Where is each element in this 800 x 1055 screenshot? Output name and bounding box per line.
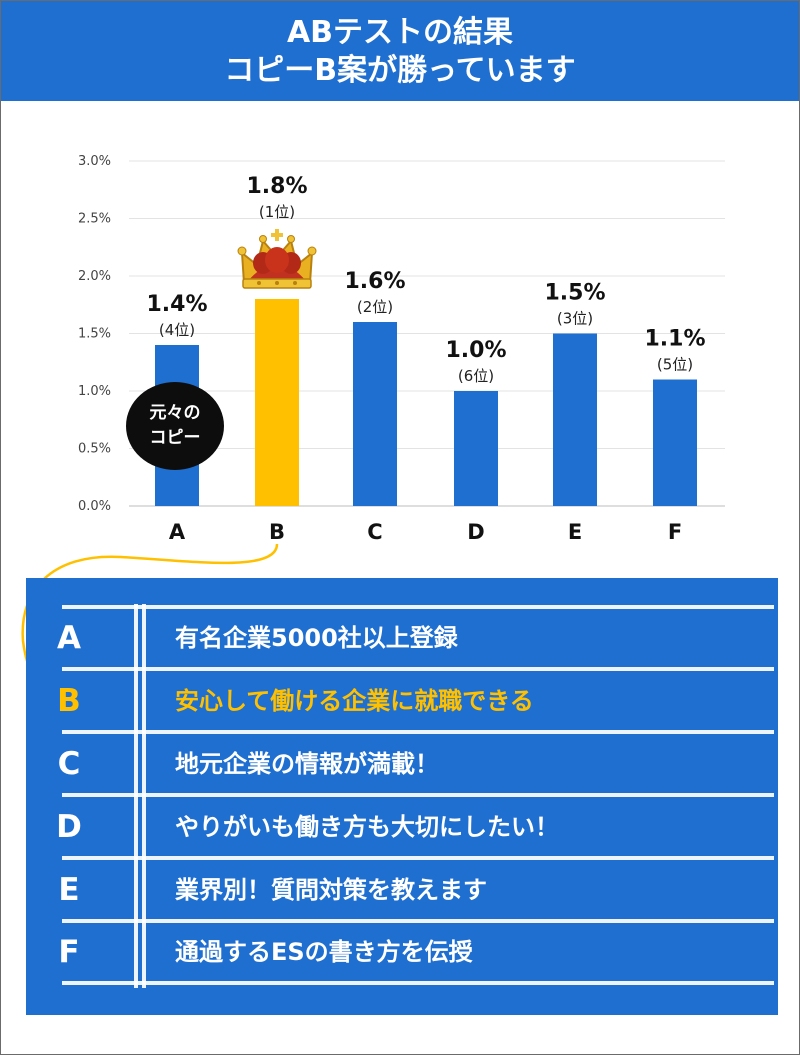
original-copy-badge: 元々の コピー bbox=[126, 382, 224, 470]
bar-C bbox=[353, 322, 397, 506]
rank-label: (6位) bbox=[458, 367, 494, 385]
copy-letter-D: D bbox=[56, 808, 82, 845]
title-banner: ABテストの結果 コピーB案が勝っています bbox=[1, 1, 799, 101]
row-divider bbox=[62, 667, 774, 671]
rank-label: (2位) bbox=[357, 298, 393, 316]
row-divider bbox=[62, 919, 774, 923]
copy-letter-C: C bbox=[57, 745, 81, 782]
title-line-1: ABテストの結果 bbox=[286, 15, 514, 50]
x-tick-label: A bbox=[169, 520, 186, 544]
badge-line-2: コピー bbox=[149, 428, 201, 448]
bar-E bbox=[553, 333, 597, 506]
bar-B bbox=[255, 299, 299, 506]
copy-text-C: 地元企業の情報が満載！ bbox=[175, 749, 439, 778]
value-label: 1.1% bbox=[644, 327, 705, 352]
y-tick-label: 3.0% bbox=[78, 154, 111, 169]
copy-letter-A: A bbox=[57, 620, 81, 656]
copy-letter-F: F bbox=[58, 934, 80, 970]
x-tick-label: D bbox=[467, 520, 484, 544]
badge-line-1: 元々の bbox=[149, 403, 201, 423]
row-divider bbox=[62, 981, 774, 985]
copy-text-B: 安心して働ける企業に就職できる bbox=[175, 686, 534, 715]
copy-letter-B: B bbox=[57, 682, 81, 719]
row-divider bbox=[62, 793, 774, 797]
rank-label: (1位) bbox=[259, 203, 295, 221]
y-tick-label: 2.0% bbox=[78, 269, 111, 284]
x-tick-label: E bbox=[568, 520, 582, 544]
y-tick-label: 1.0% bbox=[78, 384, 111, 399]
chart-labels: 0.0% 0.5% 1.0% 1.5% 2.0% 2.5% 3.0% A 1.4% (4位) B 1.… bbox=[78, 154, 706, 544]
value-label: 1.6% bbox=[344, 269, 405, 294]
chart-grid bbox=[129, 160, 725, 507]
x-tick-label: C bbox=[367, 520, 382, 544]
row-divider bbox=[62, 730, 774, 734]
copy-text-A: 有名企業5000社以上登録 bbox=[175, 624, 458, 652]
x-tick-label: B bbox=[269, 520, 285, 544]
y-tick-label: 2.5% bbox=[78, 212, 111, 227]
row-divider bbox=[62, 856, 774, 860]
bar-F bbox=[653, 379, 697, 506]
value-label: 1.4% bbox=[146, 292, 207, 317]
copy-text-F: 通過するESの書き方を伝授 bbox=[175, 938, 473, 966]
bar-D bbox=[454, 391, 498, 506]
y-tick-label: 1.5% bbox=[78, 327, 111, 342]
chart-bars bbox=[155, 299, 697, 506]
crown-icon bbox=[237, 229, 317, 289]
y-tick-label: 0.0% bbox=[78, 499, 111, 514]
value-label: 1.0% bbox=[445, 338, 506, 363]
title-line-2: コピーB案が勝っています bbox=[224, 53, 576, 88]
rank-label: (5位) bbox=[657, 356, 693, 374]
copy-text-D: やりがいも働き方も大切にしたい！ bbox=[175, 812, 559, 841]
rank-label: (3位) bbox=[557, 310, 593, 328]
copy-text-E: 業界別！質問対策を教えます bbox=[175, 875, 487, 904]
copy-letter-E: E bbox=[58, 871, 80, 908]
x-tick-label: F bbox=[668, 520, 682, 544]
rank-label: (4位) bbox=[159, 321, 195, 339]
row-divider bbox=[62, 605, 774, 609]
y-tick-label: 0.5% bbox=[78, 442, 111, 457]
value-label: 1.5% bbox=[544, 281, 605, 306]
value-label: 1.8% bbox=[246, 174, 307, 199]
